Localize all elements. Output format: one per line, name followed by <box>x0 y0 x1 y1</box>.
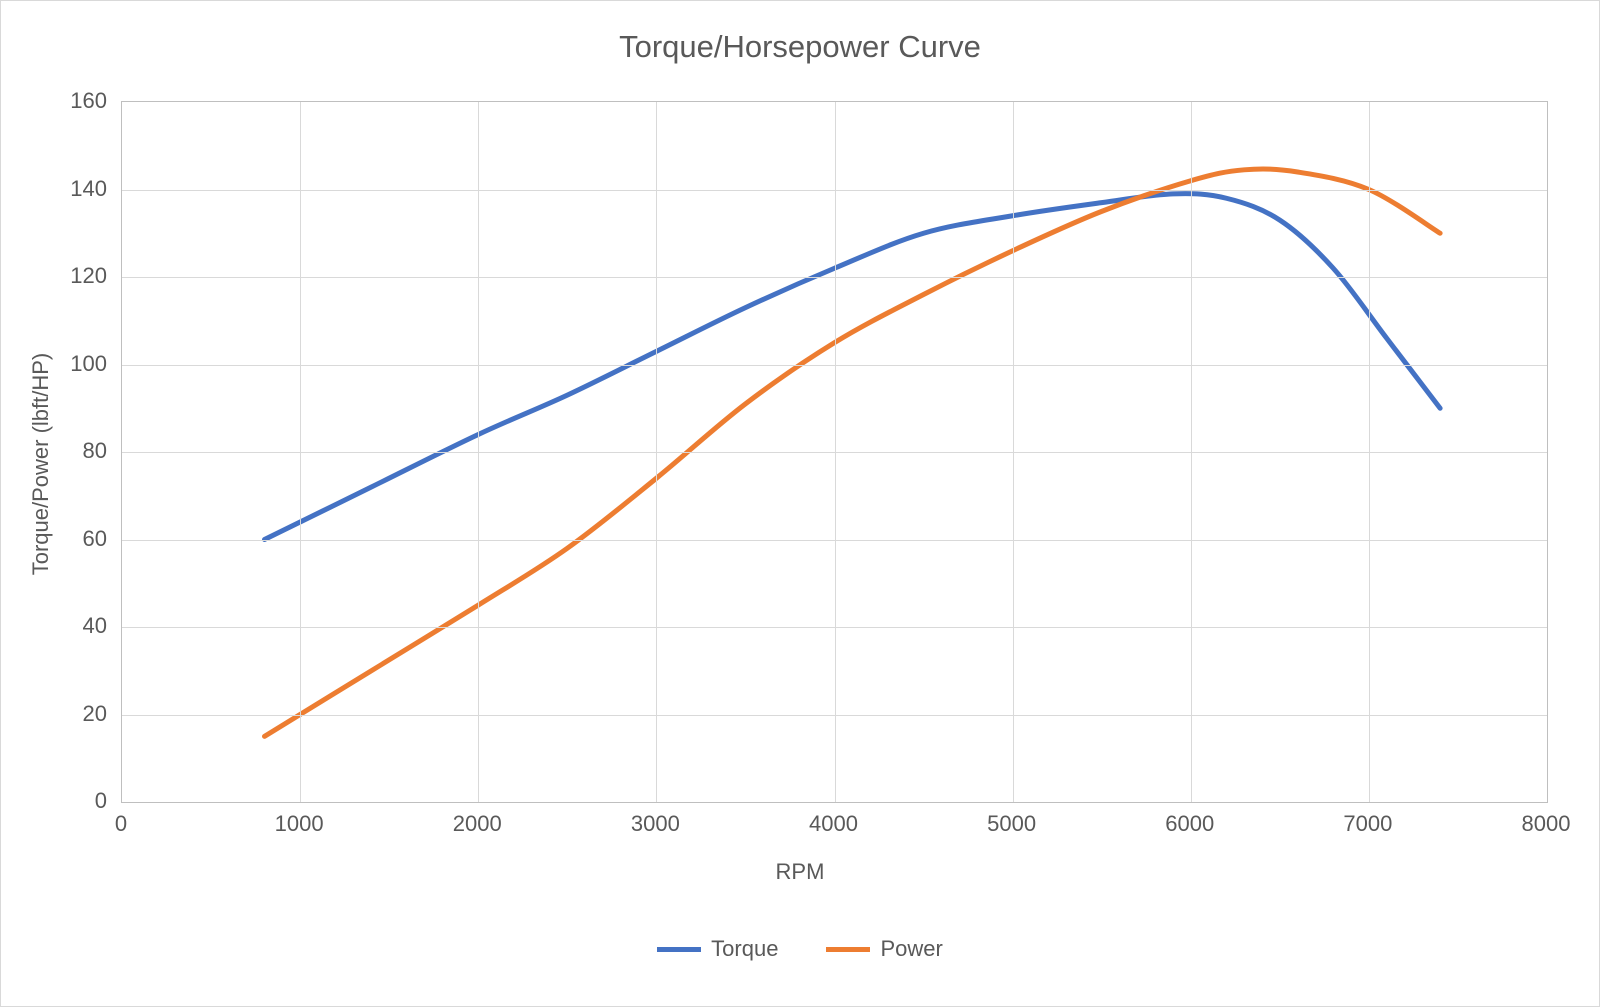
x-tick-label: 2000 <box>453 811 502 837</box>
gridline-horizontal <box>122 190 1547 191</box>
y-tick-label: 160 <box>47 88 107 114</box>
y-tick-label: 80 <box>47 438 107 464</box>
y-tick-label: 140 <box>47 176 107 202</box>
chart-frame: Torque/Horsepower Curve RPM Torque/Power… <box>0 0 1600 1007</box>
x-tick-label: 0 <box>115 811 127 837</box>
legend-label: Power <box>880 936 942 962</box>
y-tick-label: 40 <box>47 613 107 639</box>
x-tick-label: 3000 <box>631 811 680 837</box>
x-tick-label: 1000 <box>275 811 324 837</box>
x-axis-label: RPM <box>1 859 1599 885</box>
plot-area <box>121 101 1548 803</box>
y-tick-label: 20 <box>47 701 107 727</box>
x-tick-label: 8000 <box>1522 811 1571 837</box>
gridline-horizontal <box>122 540 1547 541</box>
legend-swatch <box>657 947 701 952</box>
y-tick-label: 0 <box>47 788 107 814</box>
x-tick-label: 5000 <box>987 811 1036 837</box>
x-tick-label: 7000 <box>1343 811 1392 837</box>
legend-label: Torque <box>711 936 778 962</box>
gridline-horizontal <box>122 277 1547 278</box>
gridline-horizontal <box>122 715 1547 716</box>
x-tick-label: 6000 <box>1165 811 1214 837</box>
legend-swatch <box>826 947 870 952</box>
x-tick-label: 4000 <box>809 811 858 837</box>
gridline-horizontal <box>122 452 1547 453</box>
gridline-horizontal <box>122 627 1547 628</box>
legend-item-power: Power <box>826 936 942 962</box>
y-tick-label: 60 <box>47 526 107 552</box>
y-tick-label: 120 <box>47 263 107 289</box>
chart-title: Torque/Horsepower Curve <box>1 29 1599 65</box>
gridline-horizontal <box>122 365 1547 366</box>
legend: Torque Power <box>1 936 1599 962</box>
series-line-torque <box>265 194 1441 540</box>
y-tick-label: 100 <box>47 351 107 377</box>
legend-item-torque: Torque <box>657 936 778 962</box>
